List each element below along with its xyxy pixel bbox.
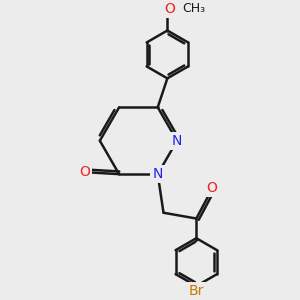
Text: O: O xyxy=(164,2,175,16)
Text: O: O xyxy=(79,165,90,179)
Text: O: O xyxy=(206,181,217,195)
Text: CH₃: CH₃ xyxy=(182,2,205,15)
Text: Br: Br xyxy=(189,284,204,298)
Text: N: N xyxy=(172,134,182,148)
Text: N: N xyxy=(152,167,163,181)
